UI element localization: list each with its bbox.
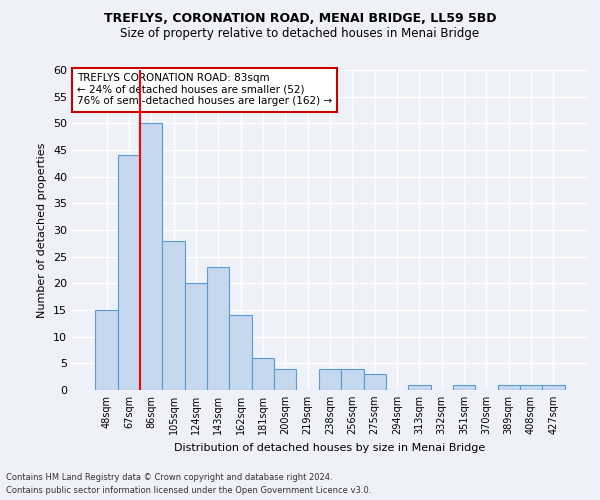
Text: Contains public sector information licensed under the Open Government Licence v3: Contains public sector information licen…: [6, 486, 371, 495]
Bar: [185, 284, 207, 390]
Bar: [341, 368, 364, 390]
Bar: [364, 374, 386, 390]
Bar: [252, 358, 274, 390]
Bar: [408, 384, 431, 390]
Y-axis label: Number of detached properties: Number of detached properties: [37, 142, 47, 318]
Bar: [229, 316, 252, 390]
Bar: [140, 124, 163, 390]
Text: TREFLYS CORONATION ROAD: 83sqm
← 24% of detached houses are smaller (52)
76% of : TREFLYS CORONATION ROAD: 83sqm ← 24% of …: [77, 73, 332, 106]
Text: Size of property relative to detached houses in Menai Bridge: Size of property relative to detached ho…: [121, 28, 479, 40]
X-axis label: Distribution of detached houses by size in Menai Bridge: Distribution of detached houses by size …: [175, 442, 485, 452]
Bar: [453, 384, 475, 390]
Bar: [542, 384, 565, 390]
Bar: [118, 156, 140, 390]
Bar: [163, 240, 185, 390]
Text: TREFLYS, CORONATION ROAD, MENAI BRIDGE, LL59 5BD: TREFLYS, CORONATION ROAD, MENAI BRIDGE, …: [104, 12, 496, 26]
Bar: [274, 368, 296, 390]
Bar: [520, 384, 542, 390]
Text: Contains HM Land Registry data © Crown copyright and database right 2024.: Contains HM Land Registry data © Crown c…: [6, 474, 332, 482]
Bar: [95, 310, 118, 390]
Bar: [497, 384, 520, 390]
Bar: [319, 368, 341, 390]
Bar: [207, 268, 229, 390]
